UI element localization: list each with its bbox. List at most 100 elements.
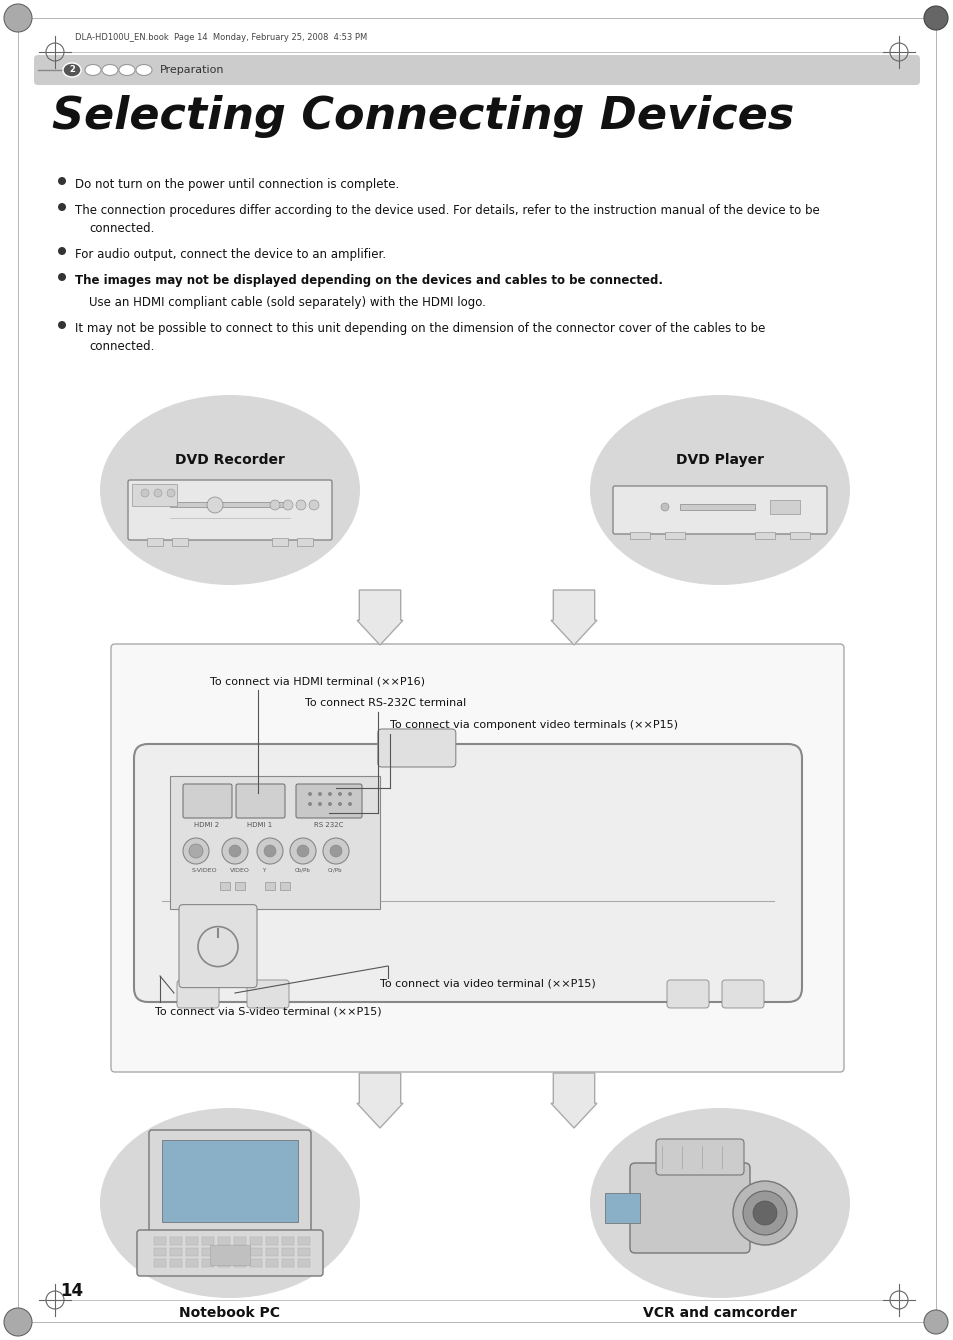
Bar: [250, 1248, 262, 1256]
FancyBboxPatch shape: [149, 1130, 311, 1235]
Circle shape: [290, 838, 315, 864]
Text: Selecting Connecting Devices: Selecting Connecting Devices: [52, 95, 794, 138]
Circle shape: [222, 838, 248, 864]
Bar: [234, 882, 245, 890]
Bar: [170, 1237, 182, 1245]
Text: Use an HDMI compliant cable (sold separately) with the HDMI logo.: Use an HDMI compliant cable (sold separa…: [89, 296, 485, 310]
Polygon shape: [551, 1073, 597, 1128]
Text: Y: Y: [262, 868, 265, 872]
Ellipse shape: [589, 395, 849, 586]
Bar: [297, 1260, 310, 1268]
FancyBboxPatch shape: [247, 980, 289, 1008]
Bar: [202, 1237, 213, 1245]
Circle shape: [742, 1191, 786, 1235]
Circle shape: [337, 803, 341, 805]
Text: Notebook PC: Notebook PC: [179, 1306, 280, 1320]
Text: It may not be possible to connect to this unit depending on the dimension of the: It may not be possible to connect to thi…: [75, 322, 764, 335]
Bar: [186, 1237, 198, 1245]
Bar: [266, 1248, 277, 1256]
Bar: [218, 1248, 230, 1256]
Ellipse shape: [100, 395, 359, 586]
Text: To connect RS-232C terminal: To connect RS-232C terminal: [305, 698, 466, 708]
Bar: [664, 532, 684, 539]
Bar: [153, 1248, 166, 1256]
Circle shape: [153, 489, 162, 497]
Bar: [297, 1248, 310, 1256]
Circle shape: [207, 497, 223, 513]
Bar: [629, 532, 649, 539]
FancyBboxPatch shape: [137, 1230, 323, 1276]
Text: connected.: connected.: [89, 222, 154, 234]
Bar: [250, 1237, 262, 1245]
Bar: [220, 882, 230, 890]
Bar: [170, 502, 290, 507]
Text: Cb/Pb: Cb/Pb: [294, 868, 311, 872]
FancyBboxPatch shape: [111, 645, 843, 1072]
FancyBboxPatch shape: [295, 784, 361, 817]
FancyBboxPatch shape: [34, 55, 919, 84]
Ellipse shape: [589, 1108, 849, 1298]
Ellipse shape: [102, 64, 118, 75]
Text: DLA-HD100U_EN.book  Page 14  Monday, February 25, 2008  4:53 PM: DLA-HD100U_EN.book Page 14 Monday, Febru…: [75, 34, 367, 43]
Circle shape: [4, 1308, 32, 1336]
Text: To connect via video terminal (××P15): To connect via video terminal (××P15): [379, 978, 595, 988]
FancyBboxPatch shape: [629, 1163, 749, 1253]
Polygon shape: [356, 1073, 402, 1128]
Circle shape: [660, 502, 668, 511]
Circle shape: [229, 846, 241, 858]
Circle shape: [317, 803, 322, 805]
Bar: [297, 1237, 310, 1245]
Circle shape: [264, 846, 275, 858]
FancyBboxPatch shape: [721, 980, 763, 1008]
Polygon shape: [356, 590, 402, 645]
Text: Cr/Pb: Cr/Pb: [328, 868, 342, 872]
Bar: [202, 1248, 213, 1256]
Circle shape: [309, 500, 318, 511]
Text: VIDEO: VIDEO: [230, 868, 250, 872]
Text: VCR and camcorder: VCR and camcorder: [642, 1306, 796, 1320]
Circle shape: [308, 792, 312, 796]
Circle shape: [295, 500, 306, 511]
Text: To connect via HDMI terminal (××P16): To connect via HDMI terminal (××P16): [210, 675, 424, 686]
FancyBboxPatch shape: [235, 784, 285, 817]
Ellipse shape: [136, 64, 152, 75]
Circle shape: [270, 500, 280, 511]
Text: To connect via component video terminals (××P15): To connect via component video terminals…: [390, 720, 678, 730]
Circle shape: [328, 803, 332, 805]
Bar: [172, 537, 188, 545]
Text: 14: 14: [60, 1282, 83, 1300]
Text: HDMI 2: HDMI 2: [194, 821, 219, 828]
Circle shape: [330, 846, 341, 858]
FancyBboxPatch shape: [666, 980, 708, 1008]
Circle shape: [167, 489, 174, 497]
Bar: [186, 1260, 198, 1268]
Bar: [769, 500, 800, 515]
Text: S-VIDEO: S-VIDEO: [192, 868, 217, 872]
FancyBboxPatch shape: [133, 744, 801, 1002]
Text: 2: 2: [69, 66, 75, 75]
Text: To connect via S-video terminal (××P15): To connect via S-video terminal (××P15): [154, 1006, 381, 1016]
Bar: [266, 1237, 277, 1245]
Bar: [202, 1260, 213, 1268]
Circle shape: [923, 1311, 947, 1335]
Bar: [153, 1237, 166, 1245]
Circle shape: [923, 5, 947, 29]
Text: RS 232C: RS 232C: [314, 821, 343, 828]
Bar: [162, 1140, 297, 1222]
Circle shape: [58, 202, 66, 210]
Ellipse shape: [119, 64, 135, 75]
Bar: [754, 532, 774, 539]
Circle shape: [58, 322, 66, 330]
Bar: [170, 1248, 182, 1256]
Bar: [210, 1245, 250, 1265]
Text: For audio output, connect the device to an amplifier.: For audio output, connect the device to …: [75, 248, 386, 261]
Circle shape: [308, 803, 312, 805]
Text: Do not turn on the power until connection is complete.: Do not turn on the power until connectio…: [75, 178, 399, 192]
Text: DVD Recorder: DVD Recorder: [175, 453, 285, 468]
Circle shape: [348, 792, 352, 796]
FancyBboxPatch shape: [656, 1139, 743, 1175]
Circle shape: [189, 844, 203, 858]
Bar: [282, 1237, 294, 1245]
Circle shape: [317, 792, 322, 796]
Bar: [282, 1248, 294, 1256]
